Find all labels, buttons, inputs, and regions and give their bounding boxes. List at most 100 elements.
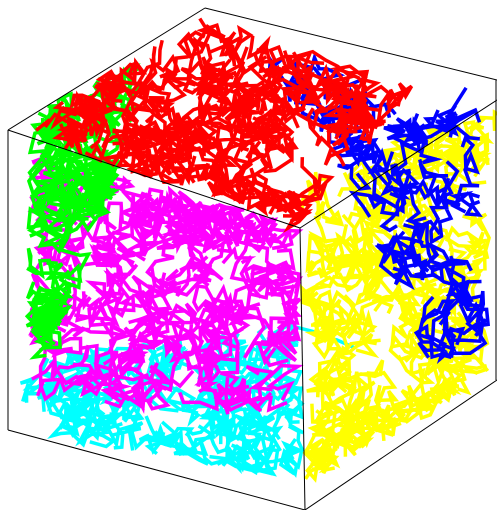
chain: [84, 275, 126, 343]
chain: [54, 186, 112, 233]
chain: [419, 234, 490, 286]
cube-edge: [304, 379, 497, 510]
chain: [286, 55, 343, 114]
chain: [366, 381, 428, 431]
chain: [162, 302, 199, 353]
chain: [456, 124, 492, 163]
chains: [19, 17, 497, 483]
chain: [277, 320, 304, 396]
chain: [335, 340, 380, 377]
chain: [127, 293, 165, 350]
chain: [343, 251, 393, 294]
chain: [40, 117, 68, 162]
chain: [246, 136, 294, 217]
chain: [304, 322, 343, 351]
chain: [184, 203, 243, 247]
chain: [389, 131, 444, 164]
chain: [130, 139, 172, 177]
chain: [178, 438, 252, 472]
chain: [125, 219, 159, 262]
chain: [144, 426, 195, 456]
chain: [250, 248, 301, 295]
chain: [337, 124, 385, 191]
chain: [391, 159, 454, 200]
chain: [476, 93, 497, 131]
chain: [248, 383, 287, 431]
chain: [305, 445, 341, 483]
cube-edge: [299, 227, 306, 510]
chain: [196, 22, 267, 76]
chain: [414, 225, 488, 286]
chain: [457, 255, 488, 301]
chain: [202, 208, 248, 254]
chain: [221, 245, 293, 310]
chain: [65, 267, 133, 355]
chain: [271, 83, 317, 129]
chain: [286, 181, 328, 223]
cube-edge: [7, 429, 306, 510]
chain: [248, 363, 304, 402]
chain: [58, 350, 119, 398]
chain: [374, 219, 442, 291]
chain: [192, 73, 242, 99]
chain: [181, 424, 238, 462]
chain: [428, 160, 461, 245]
chain: [165, 299, 244, 364]
chain: [58, 405, 111, 437]
chain: [265, 281, 303, 344]
chain: [257, 213, 288, 251]
chain: [417, 264, 466, 342]
chain: [117, 17, 212, 112]
chain: [119, 326, 146, 372]
chain: [104, 383, 156, 411]
chain: [31, 196, 82, 233]
chain: [267, 72, 313, 117]
chain: [438, 299, 460, 358]
chain: [161, 127, 211, 164]
chain: [445, 255, 491, 329]
chain: [462, 116, 495, 144]
chain: [57, 236, 136, 268]
chain: [302, 63, 340, 103]
chain: [212, 377, 254, 409]
chain: [74, 263, 139, 328]
chain: [35, 336, 83, 402]
chain: [210, 137, 268, 170]
chain: [84, 132, 132, 167]
chain: [210, 407, 280, 474]
chain: [72, 394, 127, 447]
chain: [308, 230, 387, 271]
cube-edge: [7, 129, 301, 229]
chain: [343, 249, 387, 299]
chain: [84, 161, 113, 199]
cube-edge: [7, 7, 206, 131]
chain: [325, 66, 397, 112]
chain: [112, 113, 172, 146]
chain: [283, 386, 305, 470]
chain: [381, 248, 430, 277]
chain: [306, 224, 349, 278]
chain: [439, 135, 480, 205]
chain: [72, 380, 206, 419]
cube-edge: [299, 99, 497, 229]
chain: [315, 264, 403, 290]
chain: [120, 93, 212, 144]
chain: [125, 128, 211, 169]
chain: [117, 336, 156, 365]
chain: [435, 346, 472, 403]
chain: [348, 170, 412, 218]
chain: [305, 347, 341, 466]
chain: [105, 348, 172, 406]
chain: [280, 103, 331, 150]
chain: [271, 393, 305, 441]
chain: [31, 180, 74, 220]
chain: [354, 229, 393, 306]
chain: [462, 209, 491, 271]
chain: [131, 59, 176, 117]
chain: [45, 162, 106, 208]
chain: [444, 225, 488, 250]
chain: [375, 82, 414, 127]
chain: [145, 225, 207, 287]
chain: [256, 330, 298, 368]
chain: [324, 302, 367, 355]
